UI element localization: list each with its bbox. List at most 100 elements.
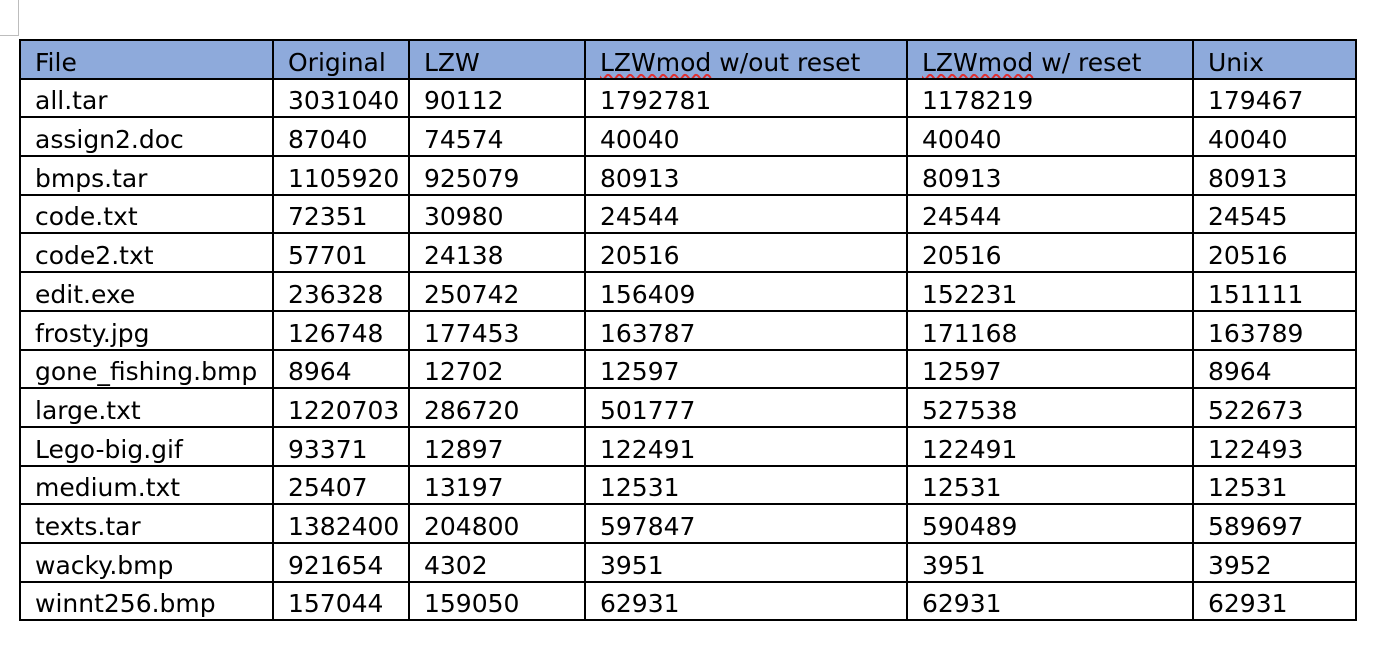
table-row: all.tar 3031040 90112 1792781 1178219 179467	[19, 77, 1357, 119]
table-row: code2.txt 57701 24138 20516 20516 20516	[19, 232, 1357, 274]
table-row: gone_fishing.bmp 8964 12702 12597 12597 8964	[19, 348, 1357, 390]
cell-lzwmod-without-reset: 12531	[584, 464, 908, 506]
cell-unix: 163789	[1192, 309, 1357, 351]
cell-lzwmod-without-reset: 62931	[584, 580, 908, 622]
header-label: LZW	[424, 47, 480, 77]
cell-lzwmod-without-reset: 24544	[584, 193, 908, 235]
header-label: File	[35, 47, 77, 77]
cell-lzwmod-without-reset: 156409	[584, 271, 908, 312]
cell-unix: 24545	[1192, 193, 1357, 235]
cell-lzw: 12702	[408, 348, 586, 390]
cell-lzw: 204800	[408, 503, 586, 544]
cell-unix: 122493	[1192, 425, 1357, 467]
cell-lzw: 177453	[408, 309, 586, 351]
cell-lzwmod-with-reset: 171168	[906, 309, 1194, 351]
cell-original: 8964	[272, 348, 410, 390]
cell-file: Lego-big.gif	[19, 425, 274, 467]
misspelled-word: LZWmod	[922, 47, 1034, 77]
header-unix: Unix	[1192, 39, 1357, 80]
cell-file: large.txt	[19, 387, 274, 428]
cell-original: 1382400	[272, 503, 410, 544]
table-row: code.txt 72351 30980 24544 24544 24545	[19, 193, 1357, 235]
cell-lzwmod-without-reset: 597847	[584, 503, 908, 544]
cell-unix: 8964	[1192, 348, 1357, 390]
cell-lzwmod-with-reset: 1178219	[906, 77, 1194, 119]
cell-lzwmod-with-reset: 24544	[906, 193, 1194, 235]
cell-lzw: 286720	[408, 387, 586, 428]
cell-lzwmod-without-reset: 501777	[584, 387, 908, 428]
header-lzwmod-without-reset: LZWmod w/out reset	[584, 39, 908, 80]
cell-lzwmod-with-reset: 590489	[906, 503, 1194, 544]
cell-file: winnt256.bmp	[19, 580, 274, 622]
header-label: w/ reset	[1033, 47, 1142, 77]
cell-lzwmod-without-reset: 3951	[584, 541, 908, 583]
cell-file: edit.exe	[19, 271, 274, 312]
header-label: Original	[288, 47, 386, 77]
cell-file: code2.txt	[19, 232, 274, 274]
cell-lzwmod-without-reset: 1792781	[584, 77, 908, 119]
cell-file: frosty.jpg	[19, 309, 274, 351]
cell-original: 1105920	[272, 155, 410, 196]
header-row: File Original LZW LZWmod w/out reset LZW…	[19, 39, 1357, 80]
cell-original: 87040	[272, 116, 410, 158]
cell-lzwmod-with-reset: 20516	[906, 232, 1194, 274]
cell-unix: 3952	[1192, 541, 1357, 583]
cell-lzw: 159050	[408, 580, 586, 622]
cell-file: code.txt	[19, 193, 274, 235]
cell-lzw: 90112	[408, 77, 586, 119]
cell-original: 236328	[272, 271, 410, 312]
table-row: assign2.doc 87040 74574 40040 40040 40040	[19, 116, 1357, 158]
cell-lzwmod-without-reset: 40040	[584, 116, 908, 158]
cell-file: medium.txt	[19, 464, 274, 506]
cell-lzwmod-with-reset: 122491	[906, 425, 1194, 467]
cell-lzwmod-with-reset: 12531	[906, 464, 1194, 506]
cell-lzw: 12897	[408, 425, 586, 467]
cell-lzw: 4302	[408, 541, 586, 583]
cell-original: 1220703	[272, 387, 410, 428]
cell-lzwmod-without-reset: 80913	[584, 155, 908, 196]
table-row: bmps.tar 1105920 925079 80913 80913 80913	[19, 155, 1357, 196]
cell-file: gone_fishing.bmp	[19, 348, 274, 390]
cell-original: 72351	[272, 193, 410, 235]
cell-lzw: 74574	[408, 116, 586, 158]
header-lzwmod-with-reset: LZWmod w/ reset	[906, 39, 1194, 80]
cell-file: all.tar	[19, 77, 274, 119]
cell-unix: 12531	[1192, 464, 1357, 506]
table-body: all.tar 3031040 90112 1792781 1178219 179467 a…	[19, 77, 1357, 622]
cell-lzwmod-with-reset: 12597	[906, 348, 1194, 390]
table-row: edit.exe 236328 250742 156409 152231 151111	[19, 271, 1357, 312]
cell-lzwmod-with-reset: 152231	[906, 271, 1194, 312]
cell-unix: 589697	[1192, 503, 1357, 544]
cell-unix: 522673	[1192, 387, 1357, 428]
cell-original: 25407	[272, 464, 410, 506]
table-row: large.txt 1220703 286720 501777 527538 522673	[19, 387, 1357, 428]
cell-lzw: 24138	[408, 232, 586, 274]
cell-lzw: 925079	[408, 155, 586, 196]
table-row: winnt256.bmp 157044 159050 62931 62931 62931	[19, 580, 1357, 622]
page-corner-marker	[0, 0, 19, 36]
cell-unix: 20516	[1192, 232, 1357, 274]
cell-file: wacky.bmp	[19, 541, 274, 583]
cell-lzwmod-with-reset: 80913	[906, 155, 1194, 196]
cell-unix: 151111	[1192, 271, 1357, 312]
cell-lzwmod-with-reset: 62931	[906, 580, 1194, 622]
cell-lzw: 30980	[408, 193, 586, 235]
table-row: medium.txt 25407 13197 12531 12531 12531	[19, 464, 1357, 506]
misspelled-word: LZWmod	[600, 47, 712, 77]
table-header: File Original LZW LZWmod w/out reset LZW…	[19, 39, 1357, 80]
table-row: texts.tar 1382400 204800 597847 590489 589697	[19, 503, 1357, 544]
cell-original: 93371	[272, 425, 410, 467]
cell-lzwmod-without-reset: 163787	[584, 309, 908, 351]
compression-results-table: File Original LZW LZWmod w/out reset LZW…	[19, 39, 1357, 622]
cell-lzw: 250742	[408, 271, 586, 312]
cell-lzwmod-without-reset: 12597	[584, 348, 908, 390]
cell-lzwmod-with-reset: 527538	[906, 387, 1194, 428]
cell-original: 921654	[272, 541, 410, 583]
table-row: Lego-big.gif 93371 12897 122491 122491 122493	[19, 425, 1357, 467]
cell-lzwmod-without-reset: 122491	[584, 425, 908, 467]
cell-lzwmod-with-reset: 40040	[906, 116, 1194, 158]
cell-file: texts.tar	[19, 503, 274, 544]
cell-unix: 179467	[1192, 77, 1357, 119]
cell-original: 3031040	[272, 77, 410, 119]
cell-original: 157044	[272, 580, 410, 622]
